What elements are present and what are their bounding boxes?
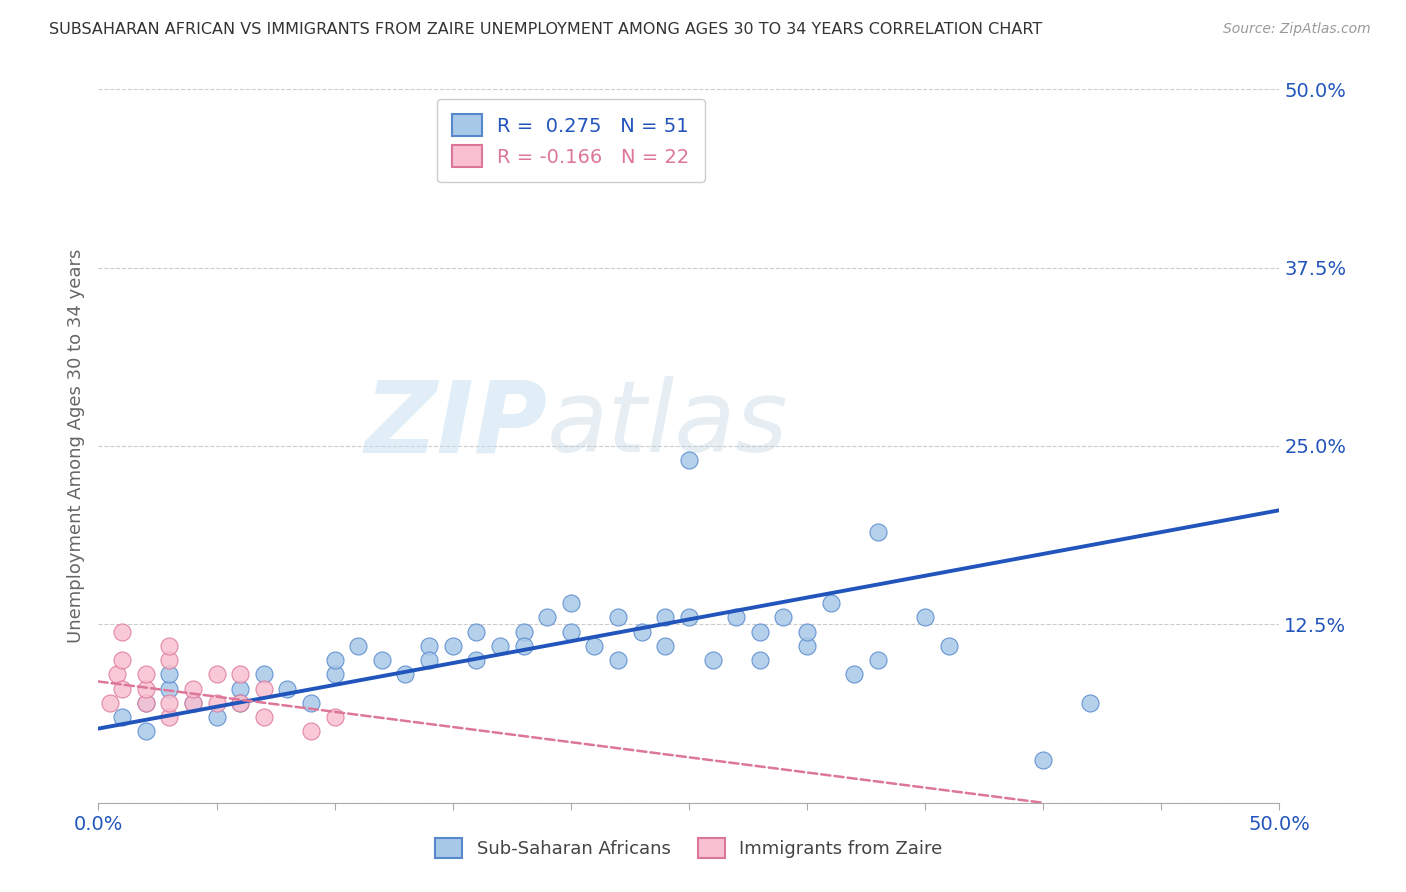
Point <box>748 624 770 639</box>
Point <box>157 667 180 681</box>
Legend: Sub-Saharan Africans, Immigrants from Zaire: Sub-Saharan Africans, Immigrants from Za… <box>427 830 950 865</box>
Point <box>772 610 794 624</box>
Point <box>820 596 842 610</box>
Point <box>394 667 416 681</box>
Point <box>796 639 818 653</box>
Point <box>938 639 960 653</box>
Point <box>253 710 276 724</box>
Point <box>229 667 252 681</box>
Point <box>181 696 204 710</box>
Point <box>111 710 134 724</box>
Point <box>725 610 748 624</box>
Point <box>111 653 134 667</box>
Point <box>323 653 346 667</box>
Point <box>702 653 724 667</box>
Point <box>253 667 276 681</box>
Point <box>866 653 889 667</box>
Point <box>678 453 700 467</box>
Point <box>276 681 298 696</box>
Point <box>914 610 936 624</box>
Point <box>111 681 134 696</box>
Point <box>844 667 866 681</box>
Point <box>583 639 606 653</box>
Point <box>229 681 252 696</box>
Y-axis label: Unemployment Among Ages 30 to 34 years: Unemployment Among Ages 30 to 34 years <box>66 249 84 643</box>
Point <box>866 524 889 539</box>
Text: SUBSAHARAN AFRICAN VS IMMIGRANTS FROM ZAIRE UNEMPLOYMENT AMONG AGES 30 TO 34 YEA: SUBSAHARAN AFRICAN VS IMMIGRANTS FROM ZA… <box>49 22 1042 37</box>
Point <box>135 696 157 710</box>
Point <box>560 624 582 639</box>
Point <box>135 696 157 710</box>
Point <box>157 681 180 696</box>
Point <box>371 653 394 667</box>
Point <box>205 696 228 710</box>
Point <box>796 624 818 639</box>
Point <box>105 667 128 681</box>
Point <box>489 639 512 653</box>
Point <box>465 624 488 639</box>
Point <box>205 667 228 681</box>
Point <box>536 610 558 624</box>
Text: atlas: atlas <box>547 376 789 473</box>
Point <box>560 596 582 610</box>
Text: Source: ZipAtlas.com: Source: ZipAtlas.com <box>1223 22 1371 37</box>
Point <box>441 639 464 653</box>
Point <box>607 610 630 624</box>
Point <box>253 681 276 696</box>
Text: ZIP: ZIP <box>364 376 547 473</box>
Point <box>157 639 180 653</box>
Point <box>465 653 488 667</box>
Point <box>205 710 228 724</box>
Point <box>157 710 180 724</box>
Point <box>1032 753 1054 767</box>
Point <box>654 610 676 624</box>
Point <box>1080 696 1102 710</box>
Point <box>299 696 322 710</box>
Point <box>135 724 157 739</box>
Point <box>748 653 770 667</box>
Point <box>98 696 121 710</box>
Point <box>299 724 322 739</box>
Point <box>418 653 440 667</box>
Point <box>111 624 134 639</box>
Point <box>607 653 630 667</box>
Point <box>323 667 346 681</box>
Point <box>181 681 204 696</box>
Point <box>229 696 252 710</box>
Point <box>678 610 700 624</box>
Point <box>418 639 440 653</box>
Point <box>181 696 204 710</box>
Point <box>630 624 652 639</box>
Point <box>135 681 157 696</box>
Point <box>654 639 676 653</box>
Point <box>157 653 180 667</box>
Point <box>229 696 252 710</box>
Point <box>323 710 346 724</box>
Point <box>135 667 157 681</box>
Point <box>157 696 180 710</box>
Point <box>347 639 370 653</box>
Point <box>512 624 534 639</box>
Point <box>512 639 534 653</box>
